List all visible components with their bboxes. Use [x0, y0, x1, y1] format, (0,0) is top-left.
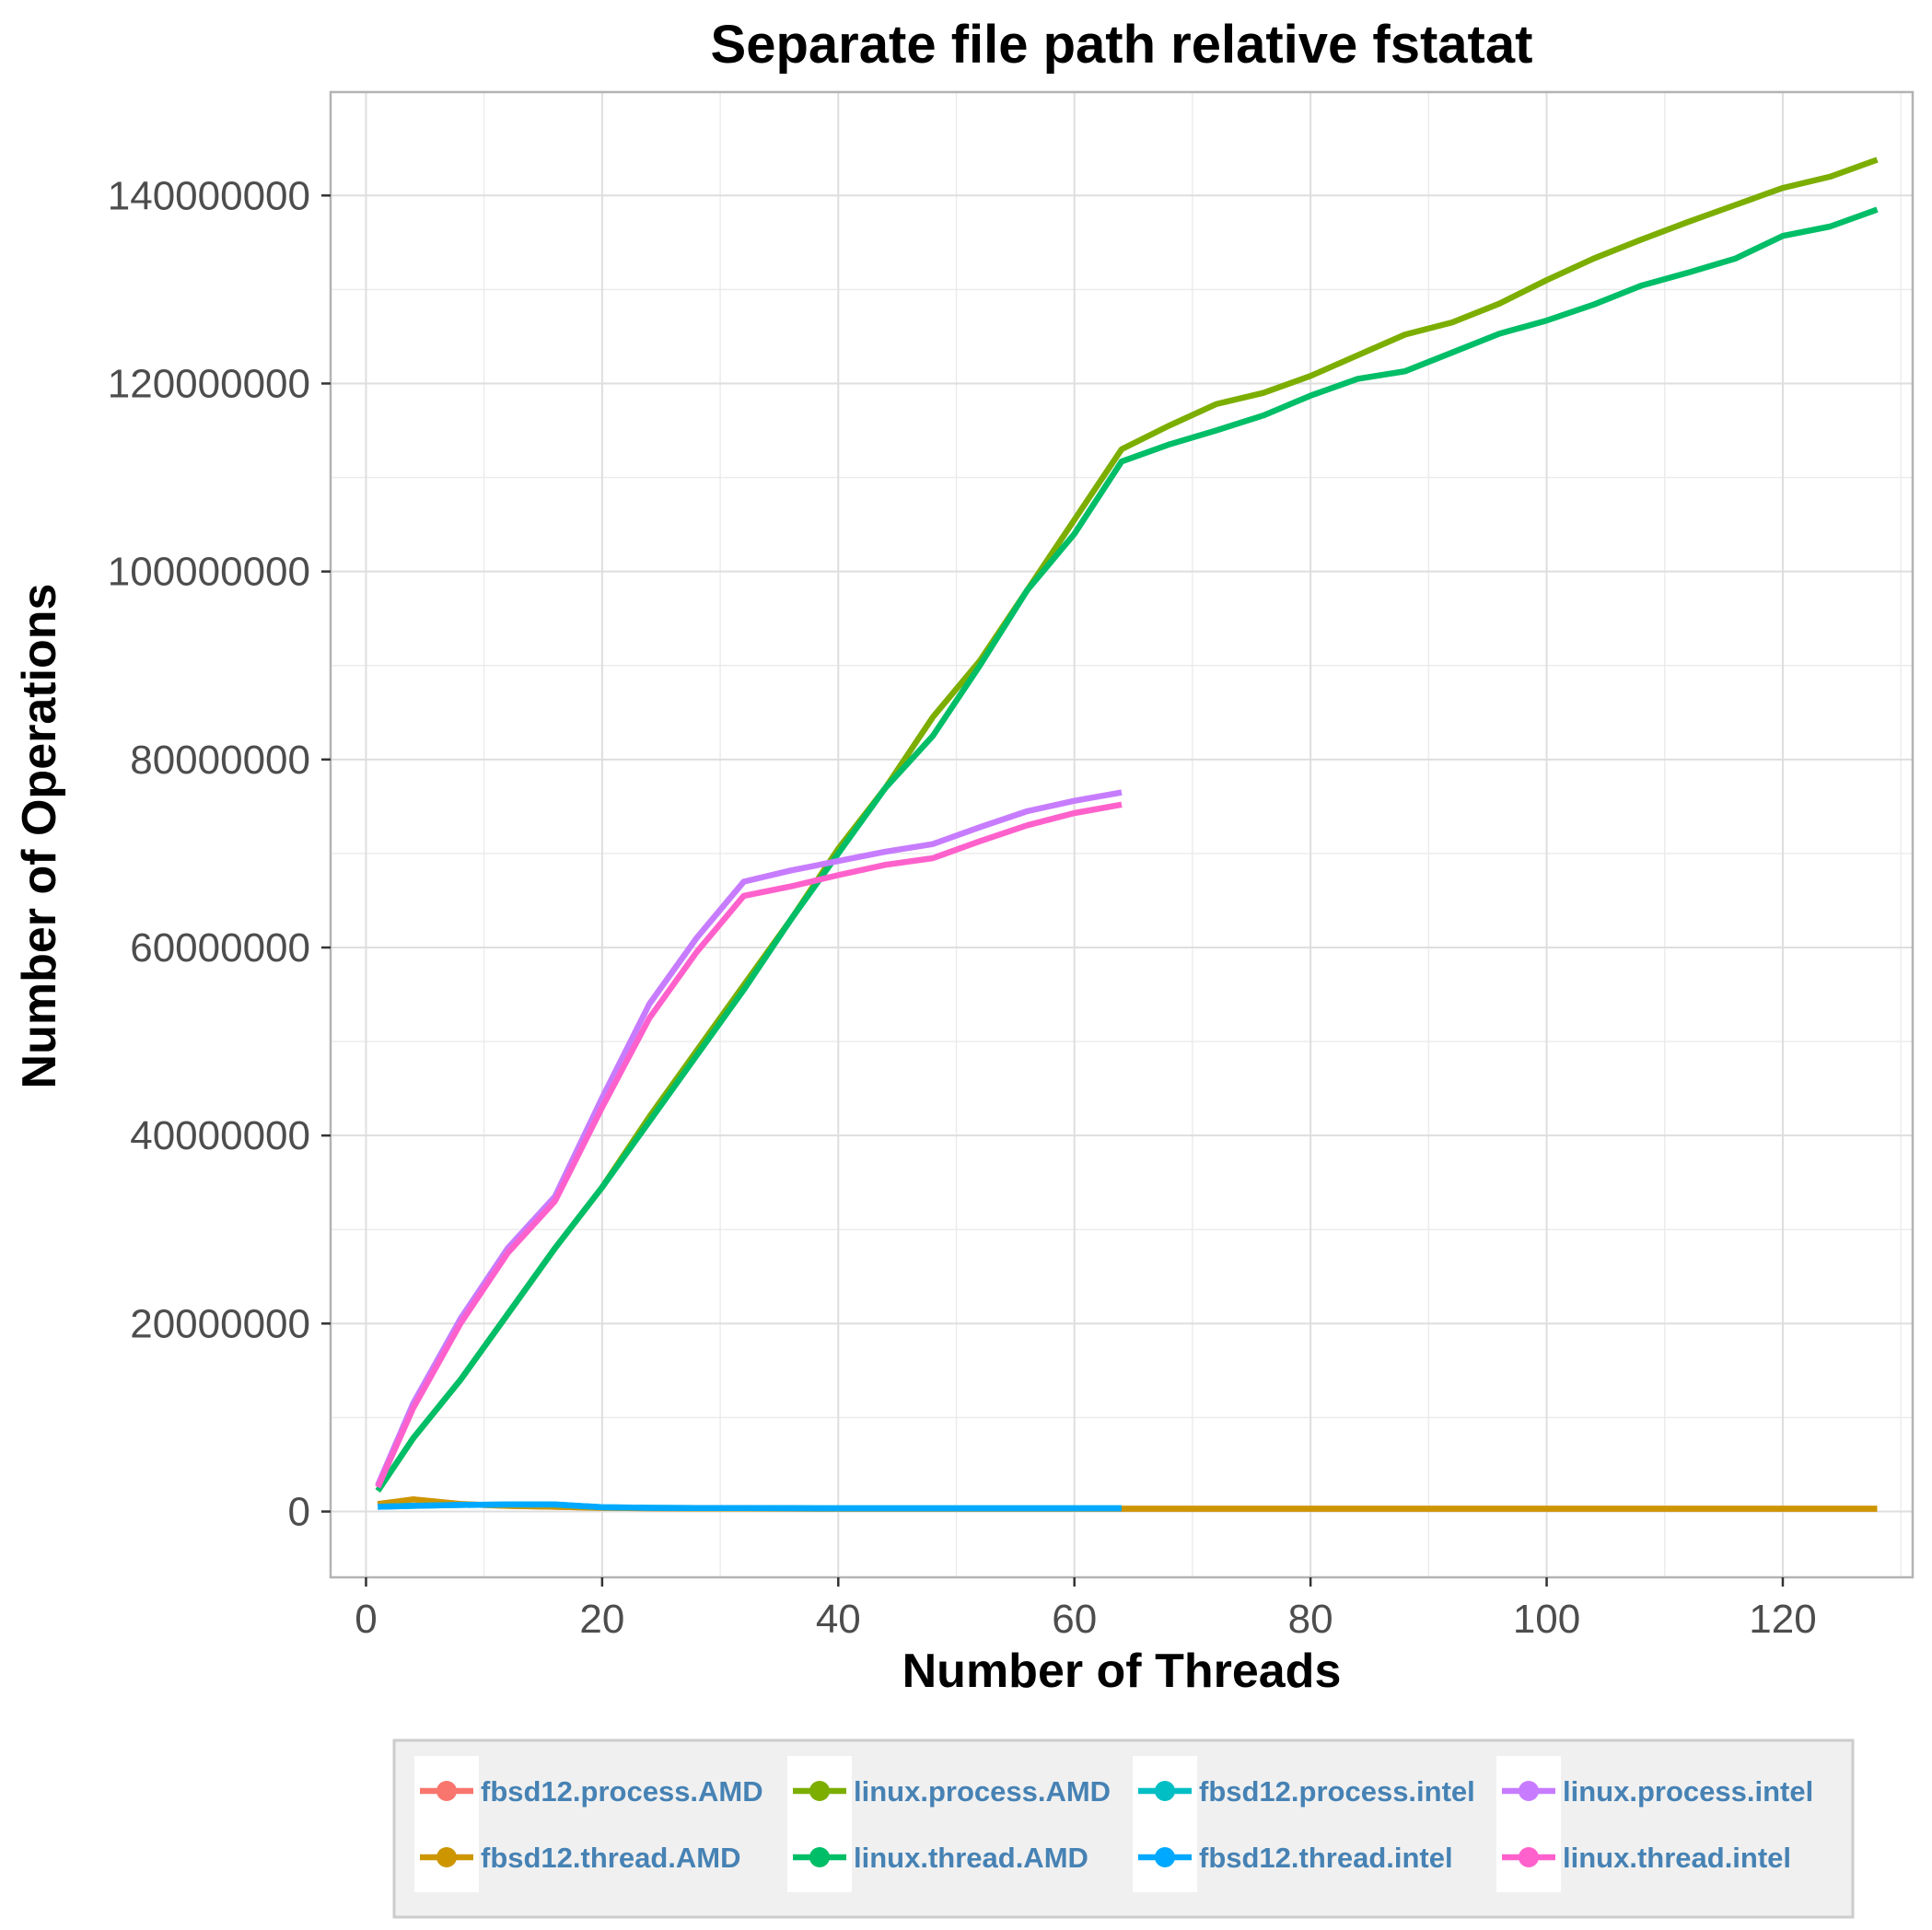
x-tick-label: 80: [1288, 1597, 1333, 1642]
y-tick-label: 100000000: [108, 550, 310, 595]
plot-panel: [331, 92, 1913, 1577]
legend-key-point: [436, 1847, 457, 1867]
x-axis-title: Number of Threads: [902, 1645, 1342, 1698]
minor-gridlines: [331, 92, 1913, 1577]
legend-label: linux.process.AMD: [854, 1775, 1111, 1808]
series-line-linux-thread-intel: [375, 801, 1123, 1489]
legend-key-point: [1155, 1847, 1175, 1867]
plot-border: [329, 90, 1915, 1579]
y-tick-label: 120000000: [108, 361, 310, 406]
series-line-fbsd12-thread-intel: [378, 1501, 1122, 1512]
y-axis-title: Number of Operations: [13, 584, 66, 1089]
x-tick-label: 20: [579, 1597, 624, 1642]
legend-label: linux.process.intel: [1563, 1775, 1813, 1808]
series-line-linux-thread-amd: [375, 206, 1879, 1493]
legend-item-linux-thread-intel: linux.thread.intel: [1496, 1822, 1791, 1892]
legend-item-linux-process-intel: linux.process.intel: [1496, 1756, 1813, 1826]
legend-label: linux.thread.AMD: [854, 1842, 1088, 1874]
x-tick-label: 60: [1052, 1597, 1097, 1642]
legend-label: fbsd12.thread.AMD: [481, 1842, 740, 1874]
legend-key-point: [809, 1847, 830, 1867]
legend-key-point: [436, 1781, 457, 1801]
y-tick-label: 0: [288, 1490, 310, 1535]
legend: fbsd12.process.AMD linux.process.AMD fbsd1…: [392, 1738, 1855, 1919]
legend-label: fbsd12.process.intel: [1199, 1775, 1475, 1808]
legend-box: [392, 1738, 1855, 1919]
y-axis-ticks: 0 20000000 40000000 60000000 80000000 1000000…: [108, 173, 331, 1535]
y-tick-label: 60000000: [130, 925, 310, 971]
y-tick-label: 40000000: [130, 1113, 310, 1158]
x-axis-ticks: 0 20 40 60 80 100 120: [355, 1577, 1817, 1642]
legend-label: linux.thread.intel: [1563, 1842, 1791, 1874]
legend-item-fbsd12-thread-amd: fbsd12.thread.AMD: [414, 1822, 740, 1892]
legend-label: fbsd12.process.AMD: [481, 1775, 763, 1808]
legend-item-linux-thread-amd: linux.thread.AMD: [787, 1822, 1088, 1892]
legend-key-point: [1519, 1847, 1539, 1867]
legend-item-fbsd12-process-intel: fbsd12.process.intel: [1133, 1756, 1475, 1826]
legend-item-fbsd12-thread-intel: fbsd12.thread.intel: [1133, 1822, 1453, 1892]
legend-item-linux-process-amd: linux.process.AMD: [787, 1756, 1111, 1826]
legend-key-point: [809, 1781, 830, 1801]
x-tick-label: 0: [355, 1597, 377, 1642]
y-tick-label: 20000000: [130, 1301, 310, 1346]
x-tick-label: 100: [1513, 1597, 1580, 1642]
x-tick-label: 40: [816, 1597, 861, 1642]
x-tick-label: 120: [1749, 1597, 1816, 1642]
legend-item-fbsd12-process-amd: fbsd12.process.AMD: [414, 1756, 763, 1826]
legend-key-point: [1519, 1781, 1539, 1801]
series-lines: [375, 157, 1879, 1512]
legend-key-point: [1155, 1781, 1175, 1801]
y-tick-label: 80000000: [130, 738, 310, 783]
legend-label: fbsd12.thread.intel: [1199, 1842, 1453, 1874]
y-tick-label: 140000000: [108, 173, 310, 218]
chart-title: Separate file path relative fstatat: [711, 15, 1533, 75]
